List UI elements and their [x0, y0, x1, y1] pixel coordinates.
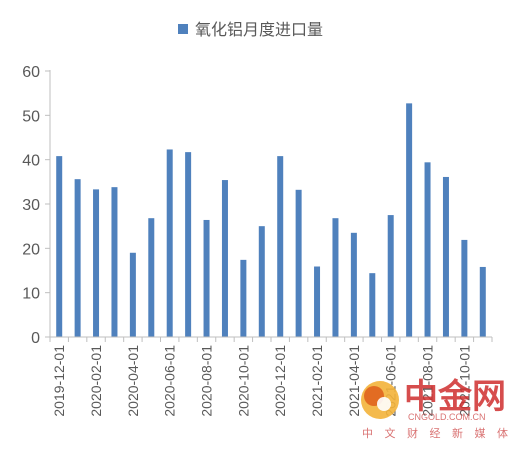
bar: [129, 252, 136, 337]
bar: [185, 152, 192, 337]
x-tick-label: 2020-06-01: [162, 345, 178, 417]
bar: [295, 189, 302, 337]
bar: [240, 259, 247, 337]
bar: [166, 149, 173, 337]
bar: [93, 189, 100, 337]
bar: [74, 179, 81, 337]
bar: [332, 218, 339, 337]
bar: [387, 215, 394, 337]
bar: [424, 162, 431, 337]
y-tick-label: 10: [22, 286, 40, 303]
y-tick-label: 30: [22, 197, 40, 214]
x-tick-label: 2020-02-01: [88, 345, 104, 417]
watermark-logo-icon: [361, 381, 399, 419]
bar: [406, 103, 413, 337]
bar: [111, 187, 118, 337]
x-tick-label: 2021-08-01: [420, 345, 436, 417]
watermark-subtitle: 中 文 财 经 新 媒 体: [362, 426, 512, 440]
x-tick-label: 2020-10-01: [235, 345, 251, 417]
bar: [369, 273, 376, 337]
bars: [56, 103, 486, 337]
y-axis: 0 10 20 30 40 50 60: [22, 64, 51, 347]
bar: [314, 266, 321, 337]
x-tick-label: 2021-02-01: [309, 345, 325, 417]
legend: 氧化铝月度进口量: [178, 20, 323, 39]
legend-label: 氧化铝月度进口量: [195, 20, 323, 39]
bar: [258, 226, 265, 337]
watermark: 中金网 CNGOLD.COM.CN 中 文 财 经 新 媒 体: [361, 377, 512, 440]
bar: [148, 218, 155, 337]
x-tick-label: 2021-10-01: [456, 345, 472, 417]
x-tick-label: 2020-04-01: [125, 345, 141, 417]
y-tick-label: 50: [22, 108, 40, 125]
y-tick-label: 20: [22, 241, 40, 258]
bar: [461, 239, 468, 337]
bar: [277, 156, 284, 337]
bar: [203, 219, 210, 337]
x-tick-label: 2020-08-01: [199, 345, 215, 417]
x-tick-label: 2021-04-01: [346, 345, 362, 417]
legend-swatch: [178, 24, 188, 34]
bar: [221, 180, 228, 337]
watermark-url: CNGOLD.COM.CN: [408, 412, 486, 422]
x-tick-label: 2020-12-01: [272, 345, 288, 417]
y-tick-label: 0: [31, 330, 40, 347]
bar: [442, 176, 449, 337]
bar: [350, 232, 357, 337]
y-tick-label: 60: [22, 64, 40, 81]
watermark-brand: 中金网: [404, 377, 506, 417]
bar: [479, 266, 486, 337]
y-tick-label: 40: [22, 153, 40, 170]
bar: [56, 156, 63, 337]
x-tick-label: 2019-12-01: [51, 345, 67, 417]
